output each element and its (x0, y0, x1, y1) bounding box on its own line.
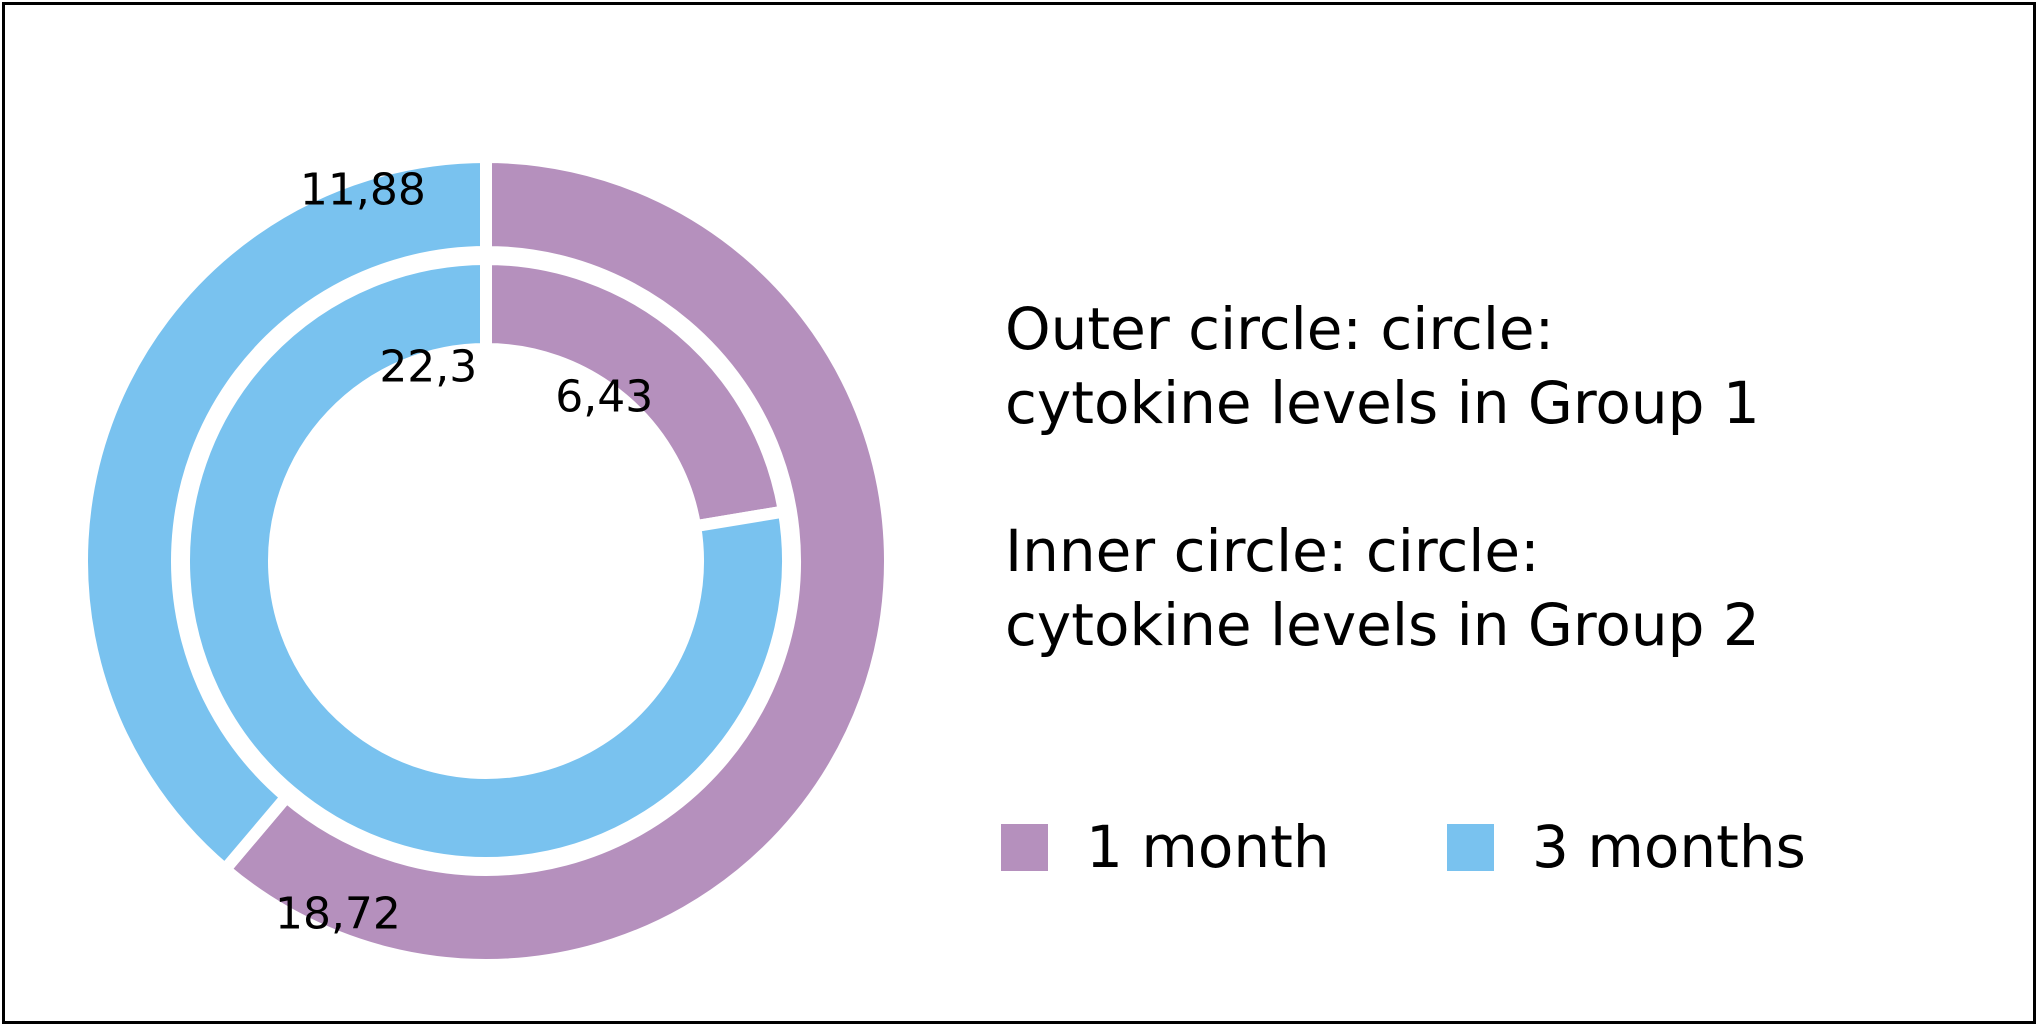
outer-circle-line-1: Outer circle: circle: (1005, 295, 1555, 363)
outer-circle-description: Outer circle: circle: cytokine levels in… (1005, 292, 1760, 440)
donut-rings (76, 150, 896, 971)
inner-circle-description: Inner circle: circle: cytokine levels in… (1005, 514, 1760, 662)
inner-circle-label-1-month: 6,43 (555, 372, 653, 423)
inner-circle-line-2: cytokine levels in Group 2 (1005, 591, 1760, 659)
legend-label-1-month: 1 month (1086, 813, 1330, 881)
inner-circle-slice-3-months (178, 252, 794, 869)
inner-circle-slice-1-month (480, 252, 791, 534)
inner-circle-label-3-months: 22,3 (379, 342, 477, 393)
outer-circle-label-1-month: 18,72 (275, 888, 401, 939)
outer-circle-line-2: cytokine levels in Group 1 (1005, 369, 1760, 437)
inner-circle-line-1: Inner circle: circle: (1005, 517, 1540, 585)
slice-labels: 18,72 11,88 6,43 22,3 (275, 164, 653, 939)
outer-circle-slice-1-month (216, 150, 896, 971)
outer-circle-label-3-months: 11,88 (300, 164, 426, 215)
legend-swatch-1-month (1001, 823, 1048, 871)
legend-label-3-months: 3 months (1532, 813, 1806, 881)
legend-item-3-months: 3 months (1447, 812, 1806, 882)
legend-item-1-month: 1 month (1001, 812, 1330, 882)
outer-circle-slice-3-months (76, 150, 492, 878)
legend-swatch-3-months (1447, 823, 1494, 871)
